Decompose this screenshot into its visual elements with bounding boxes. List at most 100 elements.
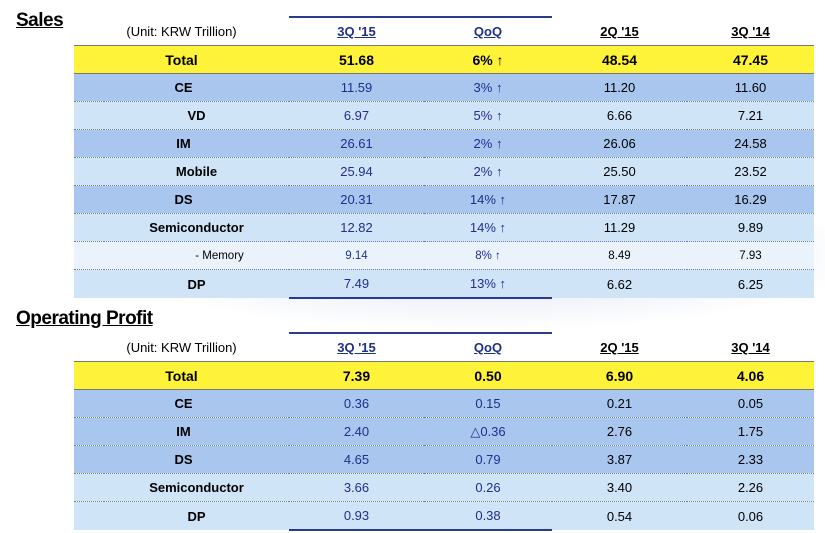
- sales-ds-3q15: 20.31: [289, 185, 424, 214]
- sales-mobile-qoq: 2% ↑: [424, 157, 552, 186]
- op-dp-3q14: 0.06: [687, 501, 814, 530]
- sales-dp-qoq: 13% ↑: [424, 269, 552, 299]
- sales-row-ce: CE 11.59 3% ↑ 11.20 11.60: [74, 73, 814, 102]
- sales-semiconductor-3q14: 9.89: [687, 213, 814, 242]
- sales-ce-qoq: 3% ↑: [424, 73, 552, 102]
- sales-im-3q14: 24.58: [687, 129, 814, 158]
- sales-ds-3q14: 16.29: [687, 185, 814, 214]
- op-ds-3q14: 2.33: [687, 445, 814, 474]
- op-im-3q15: 2.40: [289, 417, 424, 446]
- op-header-qoq: QoQ: [424, 332, 552, 362]
- op-total-3q14: 4.06: [687, 361, 814, 390]
- sales-mobile-2q15: 25.50: [552, 157, 687, 186]
- sales-memory-2q15: 8.49: [552, 241, 687, 270]
- op-dp-label: DP: [104, 501, 289, 530]
- op-total-2q15: 6.90: [552, 361, 687, 390]
- op-semiconductor-qoq: 0.26: [424, 473, 552, 502]
- indent-cell: [74, 473, 104, 502]
- sales-semiconductor-qoq: 14% ↑: [424, 213, 552, 242]
- op-header-3q14: 3Q '14: [731, 339, 770, 355]
- sales-semiconductor-3q15: 12.82: [289, 213, 424, 242]
- operating-profit-title: Operating Profit: [16, 308, 153, 329]
- sales-vd-qoq: 5% ↑: [424, 101, 552, 130]
- op-header-2q15: 2Q '15: [600, 339, 639, 355]
- sales-ds-qoq: 14% ↑: [424, 185, 552, 214]
- op-semiconductor-3q15: 3.66: [289, 473, 424, 502]
- sales-total-qoq: 6% ↑: [424, 45, 552, 74]
- op-im-qoq: △0.36: [424, 417, 552, 446]
- sales-header-3q14: 3Q '14: [731, 23, 770, 39]
- op-ds-2q15: 3.87: [552, 445, 687, 474]
- sales-im-label: IM: [74, 129, 289, 158]
- sales-vd-2q15: 6.66: [552, 101, 687, 130]
- sales-ds-2q15: 17.87: [552, 185, 687, 214]
- sales-semiconductor-2q15: 11.29: [552, 213, 687, 242]
- sales-header-2q15: 2Q '15: [600, 23, 639, 39]
- op-row-semiconductor: Semiconductor 3.66 0.26 3.40 2.26: [74, 473, 814, 502]
- sales-row-mobile: Mobile 25.94 2% ↑ 25.50 23.52: [74, 157, 814, 186]
- sales-row-vd: VD 6.97 5% ↑ 6.66 7.21: [74, 101, 814, 130]
- op-ce-label: CE: [74, 389, 289, 418]
- op-row-dp: DP 0.93 0.38 0.54 0.06: [74, 501, 814, 531]
- sales-semiconductor-label: Semiconductor: [104, 213, 289, 242]
- sales-memory-label: - Memory: [104, 241, 289, 270]
- op-dp-2q15: 0.54: [552, 501, 687, 530]
- sales-row-ds: DS 20.31 14% ↑ 17.87 16.29: [74, 185, 814, 214]
- sales-total-3q15: 51.68: [289, 45, 424, 74]
- op-semiconductor-3q14: 2.26: [687, 473, 814, 502]
- sales-total-2q15: 48.54: [552, 45, 687, 74]
- sales-row-semiconductor: Semiconductor 12.82 14% ↑ 11.29 9.89: [74, 213, 814, 242]
- op-ds-3q15: 4.65: [289, 445, 424, 474]
- sales-ds-label: DS: [74, 185, 289, 214]
- sales-vd-3q15: 6.97: [289, 101, 424, 130]
- op-ds-label: DS: [74, 445, 289, 474]
- op-ce-qoq: 0.15: [424, 389, 552, 418]
- sales-mobile-3q14: 23.52: [687, 157, 814, 186]
- op-dp-qoq: 0.38: [424, 501, 552, 531]
- sales-total-label: Total: [74, 45, 289, 74]
- op-total-3q15: 7.39: [289, 361, 424, 390]
- sales-mobile-3q15: 25.94: [289, 157, 424, 186]
- op-im-label: IM: [74, 417, 289, 446]
- op-row-ds: DS 4.65 0.79 3.87 2.33: [74, 445, 814, 474]
- sales-vd-label: VD: [104, 101, 289, 130]
- sales-dp-2q15: 6.62: [552, 269, 687, 298]
- indent-cell: [74, 213, 104, 242]
- sales-dp-label: DP: [104, 269, 289, 298]
- op-row-total: Total 7.39 0.50 6.90 4.06: [74, 361, 814, 390]
- sales-memory-3q15: 9.14: [289, 241, 424, 270]
- sales-mobile-label: Mobile: [104, 157, 289, 186]
- sales-header-row: (Unit: KRW Trillion) 3Q '15 QoQ 2Q '15 3…: [74, 16, 814, 46]
- op-ce-3q15: 0.36: [289, 389, 424, 418]
- op-semiconductor-2q15: 3.40: [552, 473, 687, 502]
- op-unit-label: (Unit: KRW Trillion): [126, 339, 237, 355]
- op-row-im: IM 2.40 △0.36 2.76 1.75: [74, 417, 814, 446]
- indent-cell: [74, 157, 104, 186]
- op-total-qoq: 0.50: [424, 361, 552, 390]
- sales-vd-3q14: 7.21: [687, 101, 814, 130]
- op-total-label: Total: [74, 361, 289, 390]
- op-ds-qoq: 0.79: [424, 445, 552, 474]
- sales-ce-3q14: 11.60: [687, 73, 814, 102]
- sales-unit-label: (Unit: KRW Trillion): [126, 23, 237, 39]
- sales-im-2q15: 26.06: [552, 129, 687, 158]
- op-ce-2q15: 0.21: [552, 389, 687, 418]
- sales-row-im: IM 26.61 2% ↑ 26.06 24.58: [74, 129, 814, 158]
- op-header-row: (Unit: KRW Trillion) 3Q '15 QoQ 2Q '15 3…: [74, 332, 814, 362]
- indent-cell: [74, 269, 104, 298]
- sales-ce-2q15: 11.20: [552, 73, 687, 102]
- sales-im-3q15: 26.61: [289, 129, 424, 158]
- sales-dp-3q14: 6.25: [687, 269, 814, 298]
- sales-table: (Unit: KRW Trillion) 3Q '15 QoQ 2Q '15 3…: [74, 16, 814, 299]
- op-header-3q15: 3Q '15: [289, 332, 424, 362]
- sales-total-3q14: 47.45: [687, 45, 814, 74]
- sales-ce-label: CE: [74, 73, 289, 102]
- sales-im-qoq: 2% ↑: [424, 129, 552, 158]
- sales-row-memory: - Memory 9.14 8% ↑ 8.49 7.93: [74, 241, 814, 270]
- op-im-3q14: 1.75: [687, 417, 814, 446]
- sales-header-3q15: 3Q '15: [289, 16, 424, 46]
- sales-title: Sales: [16, 10, 64, 31]
- op-im-2q15: 2.76: [552, 417, 687, 446]
- sales-memory-qoq: 8% ↑: [424, 241, 552, 270]
- indent-cell: [74, 501, 104, 530]
